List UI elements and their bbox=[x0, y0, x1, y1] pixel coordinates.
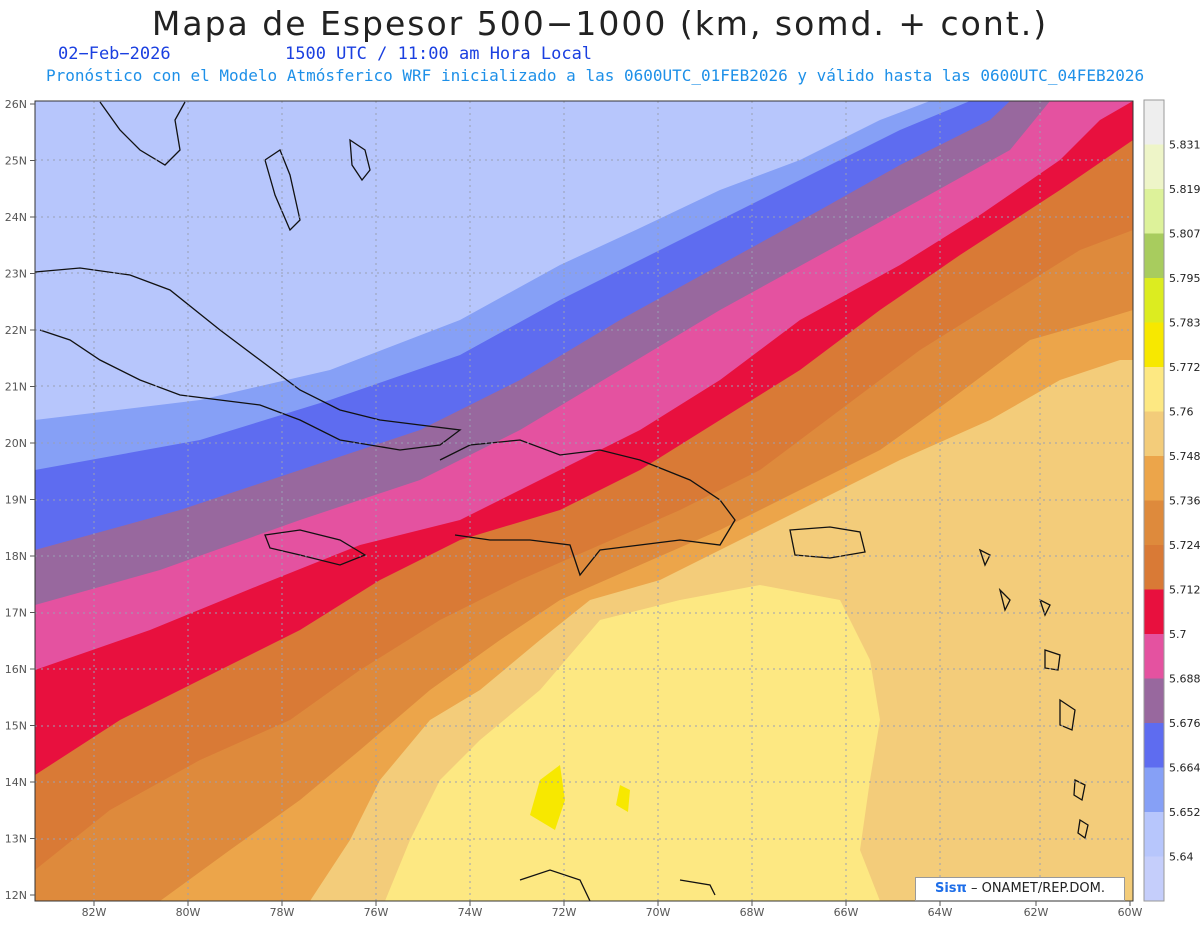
band-5.76 bbox=[385, 585, 880, 901]
plot-frame bbox=[34, 100, 1134, 902]
legend-level-label: 5.795 bbox=[1169, 272, 1200, 285]
lon-label: 60W bbox=[1118, 906, 1143, 919]
map-title: Mapa de Espesor 500−1000 (km, somd. + co… bbox=[151, 4, 1049, 43]
legend-level-label: 5.688 bbox=[1169, 673, 1200, 686]
gridlines bbox=[35, 101, 1133, 901]
legend-level-label: 5.64 bbox=[1169, 851, 1194, 864]
lat-label: 25N bbox=[5, 155, 27, 168]
legend-level-label: 5.7 bbox=[1169, 628, 1187, 641]
legend-swatch bbox=[1144, 322, 1164, 368]
legend-swatch bbox=[1144, 411, 1164, 457]
legend-swatch bbox=[1144, 767, 1164, 813]
band-5.772b bbox=[616, 785, 630, 812]
latitude-labels: 26N 25N 24N 23N 22N 21N 20N 19N 18N 17N 16N 15N 14N 1… bbox=[5, 98, 35, 902]
legend-level-label: 5.736 bbox=[1169, 495, 1200, 508]
legend-swatch bbox=[1144, 100, 1164, 145]
lon-label: 74W bbox=[458, 906, 483, 919]
credit-brand: Sisπ bbox=[934, 881, 967, 896]
credit-text: – ONAMET/REP.DOM. bbox=[970, 881, 1105, 896]
legend-level-label: 5.807 bbox=[1169, 228, 1200, 241]
lat-label: 26N bbox=[5, 98, 27, 111]
lat-label: 17N bbox=[5, 607, 27, 620]
lon-label: 72W bbox=[552, 906, 577, 919]
lat-label: 19N bbox=[5, 494, 27, 507]
coastlines bbox=[34, 101, 1089, 902]
legend-level-label: 5.712 bbox=[1169, 584, 1200, 597]
legend-swatch bbox=[1144, 634, 1164, 679]
legend-swatch bbox=[1144, 233, 1164, 279]
lat-label: 23N bbox=[5, 268, 27, 281]
lat-label: 20N bbox=[5, 437, 27, 450]
legend-level-label: 5.783 bbox=[1169, 317, 1200, 330]
legend-swatch bbox=[1144, 678, 1164, 724]
legend-swatch bbox=[1144, 589, 1164, 635]
model-subtitle: Pronóstico con el Modelo Atmósferico WRF… bbox=[46, 66, 1145, 85]
longitude-labels: 82W 80W 78W 76W 74W 72W 70W 68W 66W 64W 62W 60W bbox=[82, 901, 1143, 919]
lon-label: 82W bbox=[82, 906, 107, 919]
legend-frame bbox=[1143, 99, 1165, 902]
legend-level-label: 5.748 bbox=[1169, 450, 1200, 463]
legend-level-label: 5.819 bbox=[1169, 183, 1200, 196]
lat-label: 21N bbox=[5, 381, 27, 394]
band-5.772 bbox=[530, 765, 565, 830]
legend-level-label: 5.76 bbox=[1169, 406, 1194, 419]
lat-label: 12N bbox=[5, 889, 27, 902]
legend-swatch bbox=[1144, 545, 1164, 590]
lat-label: 13N bbox=[5, 833, 27, 846]
lat-label: 18N bbox=[5, 550, 27, 563]
legend-level-label: 5.772 bbox=[1169, 361, 1200, 374]
lon-label: 70W bbox=[646, 906, 671, 919]
legend-swatch bbox=[1144, 500, 1164, 546]
credit-box: Sisπ – ONAMET/REP.DOM. bbox=[915, 877, 1125, 901]
legend-swatch bbox=[1144, 144, 1164, 190]
contour-field bbox=[35, 101, 1133, 901]
legend-swatch bbox=[1144, 723, 1164, 768]
forecast-date: 02−Feb−2026 bbox=[58, 44, 171, 64]
legend-level-label: 5.724 bbox=[1169, 539, 1200, 552]
lon-label: 64W bbox=[928, 906, 953, 919]
legend-level-label: 5.652 bbox=[1169, 806, 1200, 819]
legend-swatch bbox=[1144, 856, 1164, 902]
legend-level-label: 5.664 bbox=[1169, 762, 1200, 775]
legend-swatch bbox=[1144, 367, 1164, 412]
legend-swatch bbox=[1144, 189, 1164, 234]
lat-label: 22N bbox=[5, 324, 27, 337]
legend-level-label: 5.831 bbox=[1169, 139, 1200, 152]
lon-label: 78W bbox=[270, 906, 295, 919]
lat-label: 15N bbox=[5, 720, 27, 733]
lat-label: 24N bbox=[5, 211, 27, 224]
lon-label: 62W bbox=[1024, 906, 1049, 919]
lon-label: 66W bbox=[834, 906, 859, 919]
legend-swatch bbox=[1144, 812, 1164, 857]
forecast-time: 1500 UTC / 11:00 am Hora Local bbox=[285, 44, 593, 64]
lat-label: 16N bbox=[5, 663, 27, 676]
lon-label: 80W bbox=[176, 906, 201, 919]
legend-level-label: 5.676 bbox=[1169, 717, 1200, 730]
legend-swatch bbox=[1144, 278, 1164, 323]
lon-label: 68W bbox=[740, 906, 765, 919]
lon-label: 76W bbox=[364, 906, 389, 919]
legend-swatch bbox=[1144, 456, 1164, 501]
color-legend: 5.831 5.819 5.807 5.795 5.783 5.772 5.76 5.748 5… bbox=[1143, 99, 1200, 902]
lat-label: 14N bbox=[5, 776, 27, 789]
